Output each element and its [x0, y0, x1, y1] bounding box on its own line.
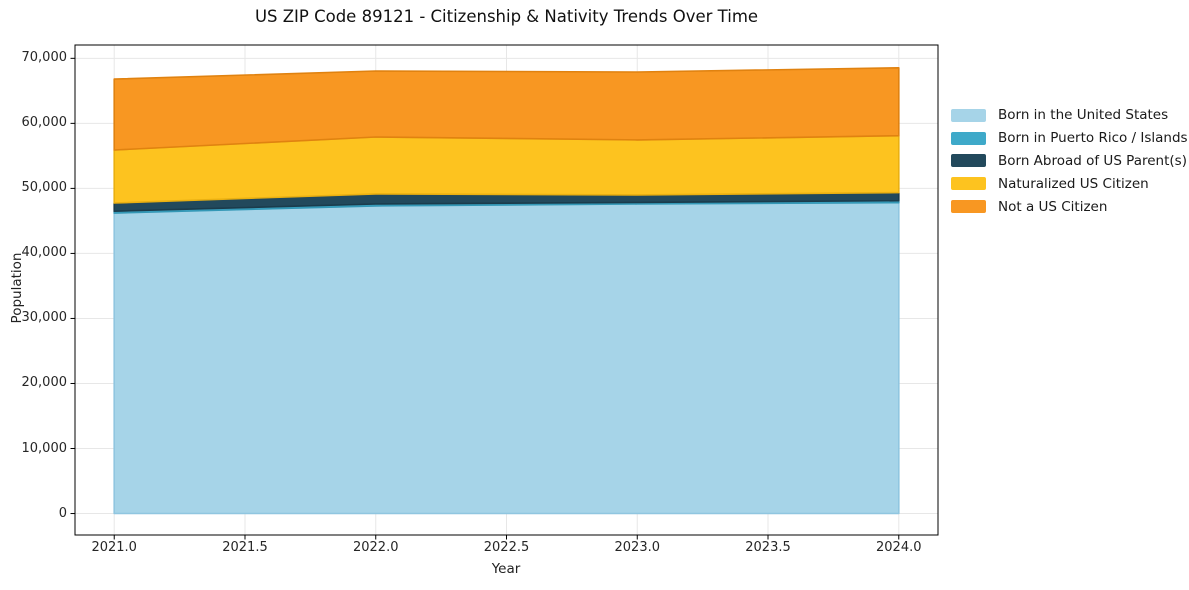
area-series-4: [113, 67, 900, 151]
legend-swatch: [951, 177, 986, 191]
area-series-0: [113, 201, 900, 515]
legend-swatch: [951, 200, 986, 214]
x-tick-label: 2021.0: [91, 540, 137, 555]
y-tick-label: 70,000: [21, 50, 68, 66]
x-tick-label: 2023.0: [614, 540, 661, 555]
legend-item: Born in the United States: [951, 104, 1188, 127]
legend-label: Born Abroad of US Parent(s): [998, 152, 1187, 169]
legend-label: Not a US Citizen: [998, 198, 1108, 215]
y-tick-label: 0: [58, 505, 67, 521]
legend-swatch: [951, 131, 986, 145]
y-tick-label: 60,000: [21, 115, 68, 131]
x-tick-label: 2022.5: [483, 540, 530, 555]
y-tick-label: 50,000: [21, 180, 68, 196]
area-series-3: [113, 134, 900, 204]
legend-item: Naturalized US Citizen: [951, 172, 1188, 195]
x-tick-label: 2022.0: [352, 540, 399, 555]
legend-item: Born in Puerto Rico / Islands: [951, 127, 1188, 150]
legend-item: Born Abroad of US Parent(s): [951, 150, 1188, 173]
legend-label: Born in the United States: [998, 107, 1169, 124]
legend-item: Not a US Citizen: [951, 195, 1188, 218]
x-tick-label: 2021.5: [222, 540, 268, 555]
x-tick-label: 2024.0: [876, 540, 922, 555]
legend-label: Born in Puerto Rico / Islands: [998, 130, 1188, 147]
y-tick-label: 30,000: [21, 310, 68, 326]
y-tick-label: 10,000: [21, 440, 68, 456]
y-tick-label: 20,000: [21, 375, 68, 391]
y-tick-label: 40,000: [21, 245, 68, 261]
y-axis-label: Population: [9, 252, 25, 324]
x-axis-label: Year: [491, 561, 521, 577]
legend-swatch: [951, 108, 986, 122]
legend-label: Naturalized US Citizen: [998, 175, 1149, 192]
legend: Born in the United States Born in Puerto…: [951, 104, 1188, 218]
x-tick-label: 2023.5: [745, 540, 791, 555]
chart-title: US ZIP Code 89121 - Citizenship & Nativi…: [254, 7, 759, 26]
legend-swatch: [951, 154, 986, 168]
